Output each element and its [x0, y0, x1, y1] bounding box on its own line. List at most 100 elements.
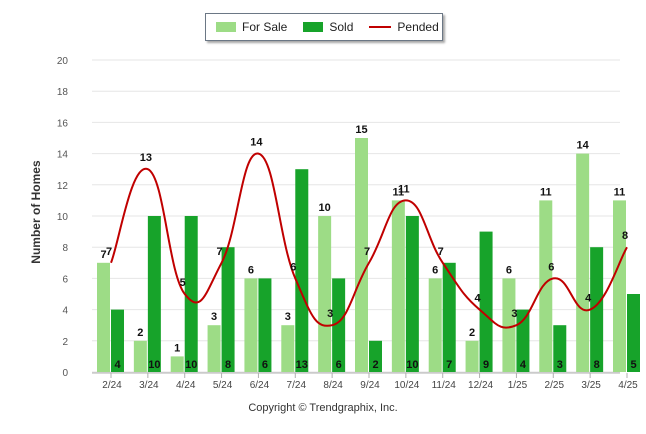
legend-label-for-sale: For Sale: [242, 20, 288, 34]
x-tick-label: 8/24: [323, 380, 343, 391]
data-label-for-sale: 7: [100, 249, 106, 261]
data-label-sold: 10: [185, 359, 197, 371]
bar-for-sale: [318, 216, 332, 372]
bar-sold: [516, 309, 530, 372]
data-label-sold: 6: [336, 359, 342, 371]
data-label-for-sale: 11: [393, 186, 405, 198]
y-tick-label: 0: [62, 368, 68, 379]
data-label-sold: 9: [483, 359, 489, 371]
data-label-pended: 7: [106, 246, 112, 258]
legend-item-for-sale: For Sale: [216, 20, 287, 34]
for-sale-swatch: [216, 22, 236, 32]
y-tick-label: 16: [57, 118, 69, 129]
bar-sold: [258, 278, 272, 372]
bar-for-sale: [97, 262, 110, 372]
data-label-pended: 4: [475, 293, 482, 305]
bar-for-sale: [281, 325, 295, 372]
bar-sold: [184, 216, 198, 372]
bar-sold: [479, 231, 493, 372]
x-tick-label: 2/24: [102, 380, 122, 391]
data-label-pended: 5: [180, 277, 186, 289]
y-tick-label: 2: [62, 337, 68, 348]
x-tick-label: 7/24: [287, 380, 307, 391]
y-tick-label: 8: [62, 243, 68, 254]
bar-sold: [295, 169, 309, 372]
bar-sold: [627, 294, 640, 372]
data-label-for-sale: 14: [577, 140, 590, 152]
data-label-pended: 11: [398, 183, 410, 195]
data-label-pended: 13: [140, 152, 152, 164]
data-label-pended: 3: [511, 308, 517, 320]
data-label-for-sale: 1: [174, 342, 180, 354]
chart-legend: For Sale Sold Pended: [205, 13, 443, 41]
y-tick-label: 18: [57, 87, 69, 98]
data-label-for-sale: 11: [614, 186, 626, 198]
x-tick-label: 12/24: [468, 380, 493, 391]
bar-for-sale: [207, 325, 221, 372]
data-label-pended: 6: [548, 261, 554, 273]
y-tick-label: 12: [57, 181, 69, 192]
x-tick-label: 3/24: [139, 380, 159, 391]
data-label-for-sale: 3: [285, 311, 291, 323]
bar-for-sale: [355, 138, 368, 372]
bar-sold: [553, 325, 567, 372]
bar-for-sale: [170, 356, 184, 372]
data-label-pended: 7: [364, 246, 370, 258]
y-tick-label: 14: [57, 150, 69, 161]
data-label-sold: 8: [594, 359, 600, 371]
data-label-sold: 4: [114, 359, 121, 371]
x-tick-label: 4/25: [618, 380, 638, 391]
data-label-for-sale: 3: [211, 311, 217, 323]
data-label-pended: 6: [290, 261, 296, 273]
pended-swatch: [369, 26, 392, 28]
y-tick-label: 10: [57, 212, 69, 223]
data-label-for-sale: 6: [506, 264, 512, 276]
data-label-pended: 4: [585, 293, 592, 305]
x-tick-label: 1/25: [508, 380, 528, 391]
bar-for-sale: [244, 278, 258, 372]
pended-line: [110, 152, 628, 329]
data-label-for-sale: 6: [432, 264, 438, 276]
bar-sold: [590, 247, 604, 372]
data-label-sold: 3: [557, 359, 563, 371]
data-label-sold: 13: [296, 359, 308, 371]
x-tick-label: 2/25: [545, 380, 565, 391]
bar-for-sale: [613, 200, 626, 372]
data-label-sold: 10: [406, 359, 418, 371]
x-tick-label: 6/24: [250, 380, 270, 391]
bar-for-sale: [576, 153, 590, 372]
data-label-pended: 7: [438, 246, 444, 258]
data-label-for-sale: 2: [137, 327, 143, 339]
bar-sold: [221, 247, 235, 372]
bar-for-sale: [391, 200, 405, 372]
data-label-sold: 10: [148, 359, 160, 371]
bar-sold: [111, 309, 124, 372]
data-label-for-sale: 15: [355, 124, 367, 136]
bar-for-sale: [428, 278, 442, 372]
y-tick-label: 20: [57, 56, 69, 67]
data-label-sold: 5: [630, 359, 636, 371]
legend-label-pended: Pended: [397, 20, 439, 34]
x-tick-label: 4/24: [176, 380, 196, 391]
x-tick-label: 11/24: [432, 380, 457, 391]
sold-swatch: [303, 22, 324, 32]
x-tick-label: 5/24: [213, 380, 233, 391]
bar-for-sale: [539, 200, 553, 372]
legend-item-sold: Sold: [303, 20, 353, 34]
x-tick-label: 3/25: [581, 380, 601, 391]
copyright-text: Copyright © Trendgraphix, Inc.: [248, 402, 398, 414]
bar-sold: [369, 340, 382, 372]
data-label-sold: 7: [446, 359, 452, 371]
data-label-sold: 4: [520, 359, 527, 371]
x-tick-label: 10/24: [394, 380, 419, 391]
legend-item-pended: Pended: [369, 20, 439, 34]
data-label-sold: 6: [262, 359, 268, 371]
legend-label-sold: Sold: [329, 20, 354, 34]
bar-for-sale: [502, 278, 516, 372]
data-label-pended: 7: [217, 246, 223, 258]
data-label-pended: 8: [622, 230, 628, 242]
data-label-for-sale: 6: [248, 264, 254, 276]
data-label-pended: 14: [250, 137, 263, 149]
bar-sold: [147, 216, 161, 372]
